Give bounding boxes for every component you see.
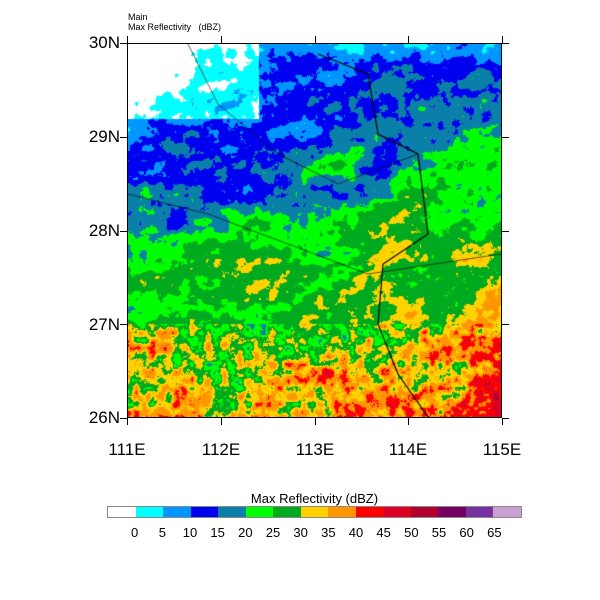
tick-mark — [408, 418, 410, 425]
tick-mark — [220, 418, 222, 425]
lat-label-29n: 29N — [88, 127, 120, 146]
tick-mark — [120, 324, 127, 326]
tick-mark — [220, 36, 222, 43]
lon-label-112e: 112E — [201, 440, 241, 459]
tick-mark — [120, 230, 127, 232]
colorbar-label: 0 — [131, 525, 139, 540]
colorbar-label: 5 — [158, 525, 166, 540]
colorbar-swatch — [108, 507, 136, 517]
colorbar-label: 45 — [376, 525, 391, 540]
colorbar-title: Max Reflectivity (dBZ) — [250, 491, 379, 506]
lat-label-30n: 30N — [88, 33, 120, 52]
tick-mark — [502, 43, 509, 44]
tick-mark — [314, 418, 316, 425]
tick-mark — [120, 136, 127, 138]
colorbar-label: 15 — [210, 525, 225, 540]
tick-mark — [127, 418, 128, 425]
lat-label-28n: 28N — [88, 221, 120, 240]
colorbar-label: 50 — [404, 525, 419, 540]
colorbar-label: 55 — [431, 525, 447, 540]
tick-mark — [502, 418, 503, 425]
colorbar-label: 30 — [293, 525, 308, 540]
colorbar-swatch — [438, 507, 466, 517]
colorbar-swatch — [493, 507, 521, 517]
lon-label-113e: 113E — [295, 440, 335, 459]
colorbar-label: 65 — [487, 525, 502, 540]
colorbar-label: 25 — [265, 525, 281, 540]
tick-mark — [314, 36, 316, 43]
lon-label-114e: 114E — [388, 440, 428, 459]
colorbar-swatch — [383, 507, 411, 517]
tick-mark — [120, 418, 127, 419]
colorbar-swatch — [273, 507, 301, 517]
colorbar-swatch — [135, 507, 164, 517]
tick-mark — [502, 136, 509, 138]
lat-label-27n: 27N — [88, 315, 120, 334]
colorbar-label: 60 — [459, 525, 474, 540]
reflectivity-field — [128, 44, 501, 417]
colorbar-label: 35 — [321, 525, 336, 540]
tick-mark — [502, 230, 509, 232]
colorbar-label: 20 — [238, 525, 253, 540]
colorbar — [107, 506, 522, 518]
colorbar-swatch — [410, 507, 439, 517]
colorbar-swatch — [245, 507, 274, 517]
tick-mark — [127, 36, 128, 43]
tick-mark — [502, 36, 503, 43]
lat-label-26n: 26N — [88, 408, 120, 427]
title-main: Main — [128, 12, 148, 22]
tick-mark — [120, 43, 127, 44]
colorbar-swatch — [328, 507, 356, 517]
reflectivity-map — [127, 43, 502, 418]
title-variable: Max Reflectivity (dBZ) — [128, 22, 222, 32]
colorbar-swatch — [355, 507, 384, 517]
colorbar-label: 40 — [348, 525, 364, 540]
colorbar-swatch — [300, 507, 329, 517]
colorbar-swatch — [465, 507, 494, 517]
tick-mark — [502, 418, 509, 419]
colorbar-swatch — [190, 507, 219, 517]
tick-mark — [502, 324, 509, 326]
lon-label-115e: 115E — [482, 440, 522, 459]
tick-mark — [408, 36, 410, 43]
colorbar-swatch — [218, 507, 246, 517]
colorbar-label: 10 — [182, 525, 198, 540]
colorbar-swatch — [163, 507, 191, 517]
lon-label-111e: 111E — [108, 440, 146, 459]
